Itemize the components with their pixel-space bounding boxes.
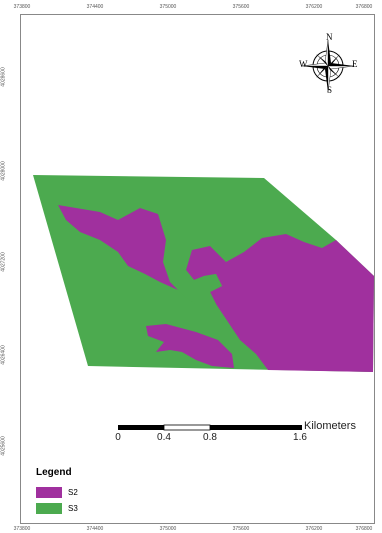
s3-region (178, 270, 222, 312)
top-tick: 376800 (355, 4, 373, 10)
legend-item-s2: S2 (36, 486, 78, 498)
legend-label-s2: S2 (68, 487, 78, 497)
north-label: N (326, 32, 333, 42)
legend-label-s3: S3 (68, 503, 78, 513)
legend-item-s3: S3 (36, 502, 78, 514)
scale-segment (118, 425, 164, 430)
top-tick: 375000 (159, 4, 177, 10)
legend-swatch-s3 (36, 502, 62, 514)
south-label: S (327, 85, 333, 95)
scale-label: 0 (115, 432, 121, 443)
scale-label: 0.4 (157, 432, 171, 443)
scale-label: 1.6 (293, 432, 307, 443)
east-label: E (352, 59, 358, 69)
bottom-tick: 375000 (159, 526, 177, 532)
scale-label: 0.8 (203, 432, 217, 443)
scale-segment (210, 425, 302, 430)
legend-title: Legend (36, 467, 72, 478)
bottom-tick: 373800 (13, 526, 31, 532)
top-tick: 374400 (86, 4, 104, 10)
top-tick: 373800 (13, 4, 31, 10)
s2-region (186, 234, 374, 372)
map-frame (20, 14, 375, 524)
west-label: W (299, 59, 308, 69)
top-tick: 376200 (305, 4, 323, 10)
compass-rose-icon (301, 39, 355, 93)
bottom-tick: 376800 (355, 526, 373, 532)
bottom-tick: 374400 (86, 526, 104, 532)
north-arrow (298, 36, 358, 96)
scale-segment (163, 424, 211, 431)
bottom-tick: 375600 (232, 526, 250, 532)
legend-swatch-s2 (36, 486, 62, 498)
s2-region (146, 324, 234, 368)
bottom-tick: 376200 (305, 526, 323, 532)
top-tick: 375600 (232, 4, 250, 10)
s2-region (58, 205, 178, 290)
scale-unit-label: Kilometers (304, 420, 356, 432)
